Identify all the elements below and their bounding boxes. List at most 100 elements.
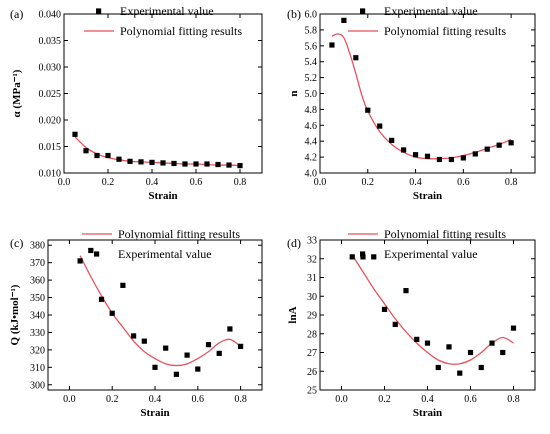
data-point xyxy=(94,152,100,159)
data-point xyxy=(237,162,243,169)
data-point xyxy=(371,254,377,260)
y-tick-label: 25 xyxy=(307,386,317,397)
data-point xyxy=(127,158,133,164)
data-point xyxy=(510,325,517,331)
chart-panel: (c) 0.0 0.2 0.4 0.6 0.8 300 310 320 330 340 350 360 3… xyxy=(9,227,263,419)
data-point xyxy=(216,350,222,356)
data-point xyxy=(472,151,478,157)
legend-label-fit: Polynomial fitting results xyxy=(120,24,242,38)
data-point xyxy=(414,336,420,342)
data-point xyxy=(457,370,463,376)
y-tick-label: 0.020 xyxy=(39,116,62,127)
data-point xyxy=(215,161,221,168)
y-tick-label: 0.025 xyxy=(39,89,62,100)
legend-marker-points xyxy=(94,251,100,257)
data-point xyxy=(467,349,474,356)
x-tick-label: 0.2 xyxy=(378,394,391,405)
legend-label-fit: Polynomial fitting results xyxy=(384,24,506,38)
fit-curve xyxy=(79,255,241,367)
y-tick-label: 28 xyxy=(307,329,317,340)
y-tick-label: 4.6 xyxy=(305,121,318,132)
data-point xyxy=(238,343,244,349)
data-point xyxy=(484,146,490,152)
data-point xyxy=(448,156,454,163)
data-point xyxy=(403,288,409,294)
y-tick-label: 33 xyxy=(307,236,317,247)
data-point xyxy=(83,148,89,154)
data-point xyxy=(412,152,419,158)
data-point xyxy=(508,140,514,146)
x-tick-label: 0.6 xyxy=(464,394,477,405)
data-point xyxy=(424,153,431,159)
x-tick-label: 0.2 xyxy=(102,177,115,188)
x-tick-label: 0.0 xyxy=(314,177,327,188)
legend-label-points: Experimental value xyxy=(384,4,478,18)
y-tick-label: 310 xyxy=(30,363,45,374)
y-tick-label: 380 xyxy=(30,241,45,252)
legend-label-points: Experimental value xyxy=(120,4,214,18)
y-tick-label: 0.015 xyxy=(39,142,62,153)
y-tick-label: 350 xyxy=(30,293,45,304)
legend-marker-points xyxy=(360,251,366,257)
x-tick-label: 0.0 xyxy=(63,394,76,405)
y-tick-label: 27 xyxy=(307,348,317,359)
x-axis-title: Strain xyxy=(413,190,442,202)
data-point xyxy=(360,254,366,260)
y-tick-label: 0.040 xyxy=(39,10,62,21)
data-point xyxy=(436,156,443,163)
x-tick-label: 0.0 xyxy=(58,177,71,188)
x-tick-label: 0.8 xyxy=(234,177,247,188)
chart-panel: (a) 0.0 0.2 0.4 0.6 0.8 0.010 0.015 0.020 0.025 0.… xyxy=(10,4,263,202)
data-point xyxy=(381,306,388,312)
data-point xyxy=(226,162,232,168)
y-tick-label: 6.0 xyxy=(305,10,318,21)
y-tick-label: 4.4 xyxy=(305,137,318,148)
data-point xyxy=(184,352,190,358)
x-tick-label: 0.6 xyxy=(457,177,470,188)
legend-marker-points xyxy=(360,8,366,14)
y-tick-label: 5.8 xyxy=(305,25,318,36)
data-point xyxy=(204,161,210,167)
data-point xyxy=(353,55,359,61)
legend-label-points: Experimental value xyxy=(118,247,212,261)
data-point xyxy=(489,340,495,346)
x-tick-label: 0.8 xyxy=(234,394,247,405)
panel-label: (c) xyxy=(10,236,23,250)
data-point xyxy=(77,258,83,264)
legend-label-points: Experimental value xyxy=(384,247,478,261)
x-tick-label: 0.4 xyxy=(146,177,159,188)
data-point xyxy=(88,247,94,254)
data-point xyxy=(72,131,78,137)
data-point xyxy=(401,147,407,153)
y-tick-label: 330 xyxy=(30,328,45,339)
x-axis-title: Strain xyxy=(148,190,177,202)
data-point xyxy=(460,155,466,161)
legend-label-fit: Polynomial fitting results xyxy=(118,227,240,241)
data-point xyxy=(131,333,137,339)
data-point xyxy=(152,364,158,370)
data-point xyxy=(173,371,179,377)
x-axis-title: Strain xyxy=(413,407,442,419)
data-point xyxy=(329,42,335,48)
y-tick-label: 26 xyxy=(307,367,317,378)
y-tick-label: 32 xyxy=(307,254,317,265)
data-point xyxy=(496,142,502,148)
y-axis-title: lnA xyxy=(287,306,299,323)
data-point xyxy=(500,349,506,356)
y-tick-label: 4.0 xyxy=(305,169,318,180)
x-tick-label: 0.6 xyxy=(192,394,205,405)
y-tick-label: 320 xyxy=(30,345,45,356)
x-tick-label: 0.4 xyxy=(149,394,162,405)
fit-curve xyxy=(74,136,241,167)
y-tick-label: 4.8 xyxy=(305,105,318,116)
y-tick-label: 0.030 xyxy=(39,63,62,74)
panel-label: (b) xyxy=(287,7,301,21)
data-point xyxy=(195,366,201,372)
x-tick-label: 0.2 xyxy=(106,394,119,405)
data-point xyxy=(141,338,147,344)
data-point xyxy=(365,107,371,113)
x-tick-label: 0.0 xyxy=(335,394,348,405)
data-point xyxy=(163,345,169,351)
x-tick-label: 0.6 xyxy=(190,177,203,188)
